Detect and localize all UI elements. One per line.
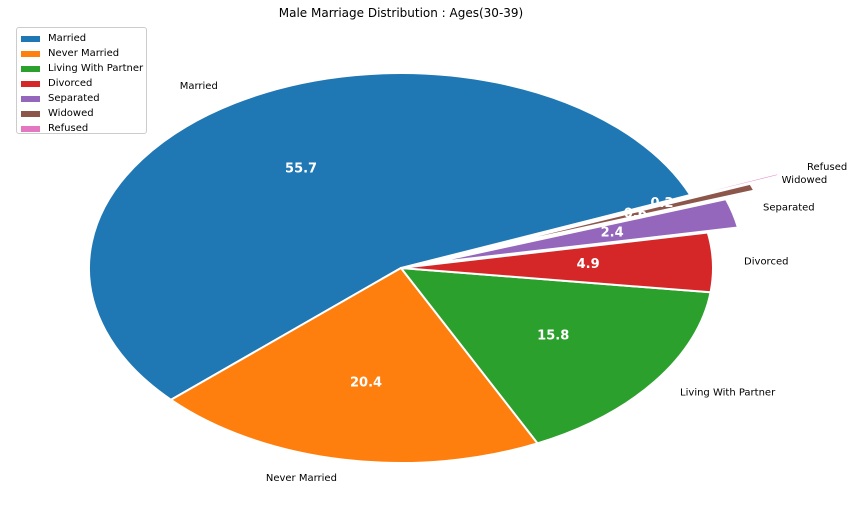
value-label-living-with-partner: 15.8 (537, 329, 569, 344)
value-label-never-married: 20.4 (350, 375, 382, 390)
legend-label: Separated (48, 93, 100, 104)
pie-slice-living-with-partner (400, 267, 712, 445)
legend-item-married: Married (17, 31, 146, 46)
legend-item-divorced: Divorced (17, 76, 146, 91)
legend-label: Married (48, 33, 87, 44)
slice-group-married: 55.7 Married (88, 72, 692, 401)
pie-slice-divorced (400, 231, 714, 294)
legend-label: Widowed (48, 108, 94, 119)
value-label-married: 55.7 (285, 162, 317, 177)
pie-slice-refused (487, 172, 780, 248)
slice-group-refused: 0.2 Refused (487, 162, 847, 248)
value-label-separated: 2.4 (601, 226, 624, 241)
category-label-divorced: Divorced (744, 256, 788, 267)
pie-slice-married (88, 72, 692, 401)
legend-swatch (21, 65, 40, 72)
slice-group-living-with-partner: 15.8 Living With Partner (400, 267, 776, 445)
slice-group-divorced: 4.9 Divorced (400, 231, 788, 294)
category-label-widowed: Widowed (782, 175, 828, 186)
legend-label: Divorced (48, 78, 93, 89)
legend-label: Living With Partner (48, 63, 144, 74)
legend: Married Never Married Living With Partner D… (16, 27, 147, 134)
pie-slice-never-married (170, 267, 539, 464)
legend-swatch (21, 95, 40, 102)
category-label-separated: Separated (763, 203, 815, 214)
category-label-married: Married (180, 81, 218, 92)
pie-slice-widowed (458, 182, 756, 256)
value-label-divorced: 4.9 (577, 257, 600, 272)
legend-item-never-married: Never Married (17, 46, 146, 61)
legend-item-living-with-partner: Living With Partner (17, 61, 146, 76)
legend-swatch (21, 35, 40, 42)
legend-item-widowed: Widowed (17, 106, 146, 121)
legend-swatch (21, 110, 40, 117)
value-label-refused: 0.2 (650, 196, 673, 211)
slice-group-never-married: 20.4 Never Married (170, 267, 539, 484)
legend-label: Never Married (48, 48, 120, 59)
slice-group-separated: 2.4 Separated (430, 198, 815, 265)
category-label-refused: Refused (807, 162, 847, 173)
legend-item-refused: Refused (17, 121, 146, 136)
pie-slice-separated (430, 198, 739, 265)
chart-title: Male Marriage Distribution : Ages(30-39) (278, 6, 524, 20)
legend-swatch (21, 80, 40, 87)
legend-swatch (21, 50, 40, 57)
legend-item-separated: Separated (17, 91, 146, 106)
legend-label: Refused (48, 123, 89, 134)
category-label-living-with-partner: Living With Partner (680, 387, 776, 398)
legend-swatch (21, 125, 40, 132)
category-label-never-married: Never Married (266, 473, 337, 484)
